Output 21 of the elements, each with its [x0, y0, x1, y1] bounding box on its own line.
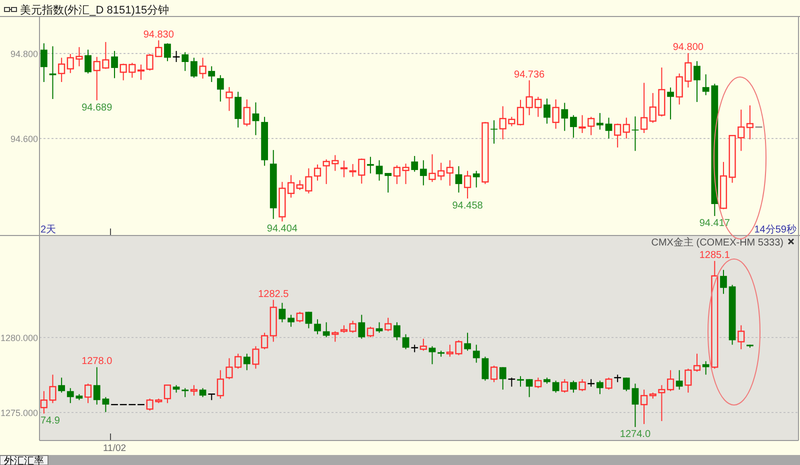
- annotation: 1278.0: [82, 356, 113, 368]
- x-tick-label: 11/02: [102, 443, 126, 454]
- y-tick-label: 94.600: [10, 134, 38, 144]
- annotation: 94.689: [82, 102, 113, 114]
- y-tick-label: 1280.000: [0, 333, 38, 343]
- annotation: 2天: [40, 224, 56, 236]
- y-tick-label: 1275.000: [0, 408, 38, 418]
- y-tick-label: 94.800: [10, 49, 38, 59]
- chart-title: CMX金主 (COMEX-HM 5333): [651, 236, 784, 248]
- annotation: 1274.0: [620, 429, 651, 440]
- annotation: 94.404: [266, 223, 298, 234]
- annotation: 14分59秒: [754, 224, 796, 236]
- text: 外汇汇率: [4, 455, 44, 465]
- annotation: 1285.1: [699, 250, 730, 261]
- chart-title: 美元指数(外汇_D 8151)15分钟: [20, 4, 170, 16]
- annotation: 94.458: [452, 200, 484, 212]
- annotation: 74.9: [40, 416, 60, 427]
- annotation: 94.736: [514, 69, 546, 80]
- annotation: 94.800: [672, 42, 704, 54]
- annotation: 94.830: [143, 29, 174, 40]
- annotation: 1282.5: [258, 288, 290, 300]
